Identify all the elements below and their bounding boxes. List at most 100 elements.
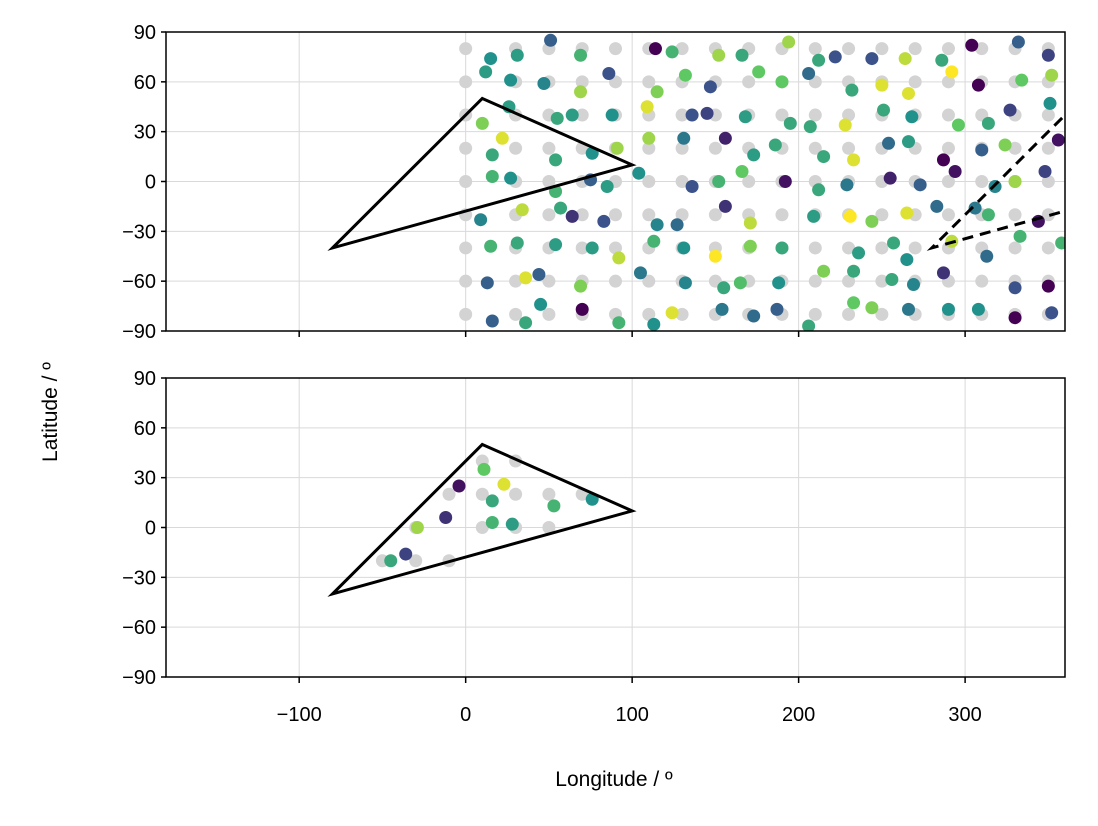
top-data-point [802, 67, 816, 81]
top-grey-point [542, 141, 556, 155]
top-data-point [475, 116, 489, 130]
top-grey-point [1008, 208, 1022, 222]
top-grey-point [642, 208, 656, 222]
top-grey-point [642, 141, 656, 155]
top-grey-point [575, 108, 589, 122]
top-grey-point [675, 141, 689, 155]
top-grey-point [941, 175, 955, 188]
top-data-point [612, 251, 626, 265]
top-data-point [602, 67, 616, 81]
top-grey-point [675, 175, 689, 188]
top-data-point [717, 281, 731, 295]
bottom-plot-area [327, 442, 637, 597]
top-grey-point [675, 108, 689, 122]
top-data-point [1013, 229, 1027, 243]
bottom-data-point [547, 499, 561, 513]
top-data-point [484, 52, 498, 66]
top-data-point [600, 179, 614, 193]
top-data-point [640, 100, 654, 114]
top-data-point [951, 118, 965, 132]
top-data-point [685, 179, 699, 193]
top-grey-point [775, 108, 789, 122]
top-data-point [575, 302, 589, 316]
top-data-point [828, 50, 842, 64]
top-grey-point [975, 274, 989, 288]
top-data-point [632, 166, 646, 180]
top-data-point [770, 302, 784, 316]
top-data-point [941, 302, 955, 316]
top-grey-point [509, 274, 523, 288]
top-grey-point [908, 42, 922, 56]
top-data-point [650, 218, 664, 232]
top-data-point [585, 241, 599, 255]
top-data-point [1041, 48, 1055, 62]
top-data-point [802, 319, 816, 331]
bottom-data-point [497, 477, 511, 491]
top-data-point [971, 302, 985, 316]
top-grey-point [975, 42, 989, 56]
bottom-grey-point [542, 487, 556, 501]
bottom-panel: −90 −60 −30 0 30 60 90 −100 0 100 200 300 [122, 368, 1066, 726]
top-grey-point [675, 42, 689, 56]
top-grey-point [642, 75, 656, 89]
top-data-point [715, 302, 729, 316]
top-data-point [768, 138, 782, 152]
top-data-point [712, 175, 726, 188]
top-data-point [480, 276, 494, 290]
top-grey-point [742, 175, 756, 188]
bottom-y-tick-label: 90 [134, 368, 156, 390]
top-data-point [885, 273, 899, 287]
top-data-point [735, 48, 749, 62]
top-data-point [708, 249, 722, 263]
top-data-point [510, 236, 524, 250]
top-data-point [519, 271, 533, 285]
top-data-point [807, 209, 821, 223]
top-data-point [670, 218, 684, 232]
top-grey-point [459, 42, 473, 56]
top-data-point [883, 171, 897, 185]
top-data-point [817, 150, 831, 164]
top-grey-point [675, 208, 689, 222]
bottom-data-point [505, 517, 519, 531]
top-data-point [998, 138, 1012, 152]
top-grey-point [675, 307, 689, 321]
top-data-point [550, 111, 564, 125]
top-grey-point [609, 274, 622, 288]
x-tick-label: 0 [460, 704, 471, 726]
top-grey-point [941, 208, 955, 222]
top-data-point [902, 86, 916, 100]
bottom-y-tick-label: 0 [145, 518, 156, 540]
top-data-point [665, 306, 679, 320]
top-data-point [677, 241, 691, 255]
top-data-point [718, 199, 732, 213]
top-grey-point [708, 208, 722, 222]
top-data-point [840, 178, 854, 192]
top-data-point [930, 199, 944, 213]
top-grey-point [642, 307, 656, 321]
top-data-point [936, 266, 950, 280]
top-data-point [597, 214, 611, 228]
top-grey-point [642, 274, 656, 288]
x-tick-label: 200 [782, 704, 815, 726]
top-data-point [495, 131, 509, 145]
top-grey-point [842, 274, 856, 288]
top-grey-point [1041, 108, 1055, 122]
top-data-point [712, 48, 726, 62]
top-data-point [484, 239, 498, 253]
bottom-y-tick-label: −90 [122, 667, 156, 689]
bottom-data-point [452, 479, 466, 493]
top-grey-point [941, 42, 955, 56]
top-data-point [565, 108, 579, 122]
top-data-point [633, 266, 647, 280]
top-y-tick-label: 30 [134, 122, 156, 144]
top-data-point [678, 276, 692, 290]
top-data-point [610, 141, 624, 155]
top-data-point [544, 33, 558, 47]
top-polygon-wrapped [926, 112, 1065, 251]
top-grey-point [941, 75, 955, 89]
top-y-tick-label: 90 [134, 22, 156, 44]
top-data-point [565, 209, 579, 223]
top-data-point [882, 136, 896, 150]
top-grey-point [459, 274, 473, 288]
top-grey-point [941, 141, 955, 155]
